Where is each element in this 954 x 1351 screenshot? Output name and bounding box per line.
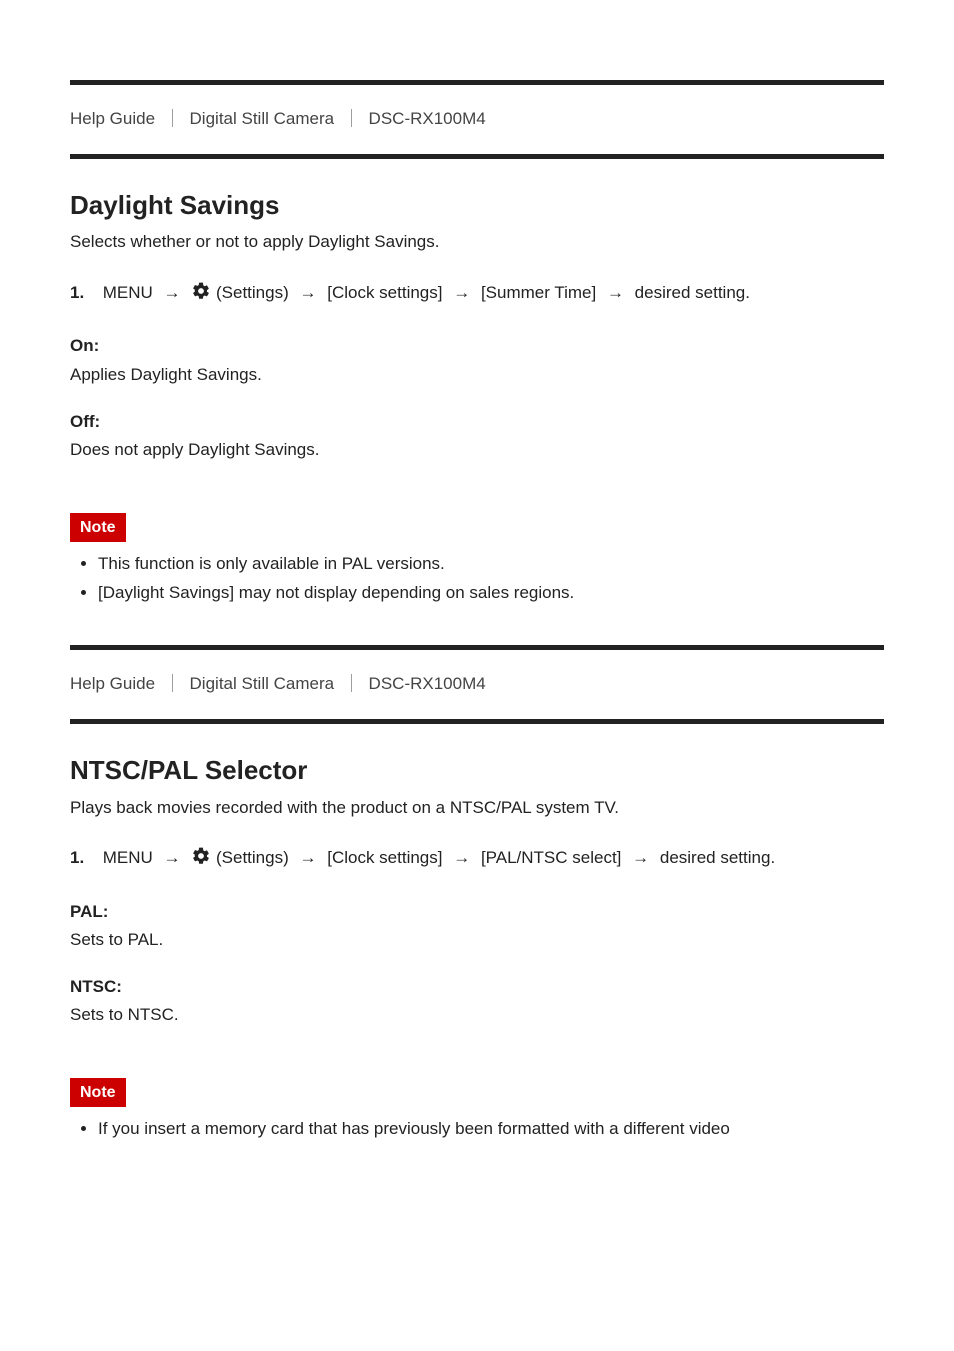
option-body: Applies Daylight Savings. [70,363,884,388]
arrow-icon: → [607,277,624,309]
breadcrumb-item: DSC-RX100M4 [369,674,486,693]
nav-path-item: [Clock settings] [327,848,442,867]
arrow-icon: → [453,277,470,309]
option-label: On: [70,334,884,359]
note-list: If you insert a memory card that has pre… [70,1117,884,1142]
option-label: PAL: [70,900,884,925]
option-label: Off: [70,410,884,435]
nav-tail: desired setting. [660,848,775,867]
note-chip: Note [70,513,126,542]
arrow-icon: → [164,842,181,874]
breadcrumb-item: DSC-RX100M4 [369,109,486,128]
settings-label: (Settings) [216,283,289,302]
note-item: This function is only available in PAL v… [98,552,884,577]
step-number: 1. [70,842,98,874]
section-title: Daylight Savings [70,187,884,225]
breadcrumb-item: Digital Still Camera [190,674,335,693]
section-lead: Plays back movies recorded with the prod… [70,796,884,821]
arrow-icon: → [299,277,316,309]
step-number: 1. [70,277,98,309]
option-body: Does not apply Daylight Savings. [70,438,884,463]
arrow-icon: → [453,842,470,874]
option-label: NTSC: [70,975,884,1000]
breadcrumb: Help Guide Digital Still Camera DSC-RX10… [70,85,884,154]
breadcrumb-separator [172,674,173,692]
settings-label: (Settings) [216,848,289,867]
breadcrumb-separator [172,109,173,127]
breadcrumb-separator [351,109,352,127]
option-detail: NTSC: Sets to NTSC. [70,975,884,1028]
breadcrumb-item: Help Guide [70,674,155,693]
arrow-icon: → [164,277,181,309]
section-rule [70,719,884,724]
note-item: [Daylight Savings] may not display depen… [98,581,884,606]
option-detail: Off: Does not apply Daylight Savings. [70,410,884,463]
gear-icon [191,845,211,877]
breadcrumb: Help Guide Digital Still Camera DSC-RX10… [70,650,884,719]
note-item: If you insert a memory card that has pre… [98,1117,884,1142]
option-body: Sets to NTSC. [70,1003,884,1028]
option-body: Sets to PAL. [70,928,884,953]
menu-label: MENU [103,283,153,302]
menu-label: MENU [103,848,153,867]
nav-tail: desired setting. [635,283,750,302]
section-rule [70,154,884,159]
nav-path-item: [PAL/NTSC select] [481,848,621,867]
arrow-icon: → [632,842,649,874]
option-detail: On: Applies Daylight Savings. [70,334,884,387]
gear-icon [191,280,211,312]
menu-navigation: 1. MENU → (Settings) → [Clock settings] … [70,842,884,877]
breadcrumb-item: Digital Still Camera [190,109,335,128]
nav-path-item: [Summer Time] [481,283,596,302]
nav-path-item: [Clock settings] [327,283,442,302]
section-lead: Selects whether or not to apply Daylight… [70,230,884,255]
breadcrumb-separator [351,674,352,692]
section-title: NTSC/PAL Selector [70,752,884,790]
arrow-icon: → [299,842,316,874]
note-chip: Note [70,1078,126,1107]
breadcrumb-item: Help Guide [70,109,155,128]
option-detail: PAL: Sets to PAL. [70,900,884,953]
note-list: This function is only available in PAL v… [70,552,884,605]
menu-navigation: 1. MENU → (Settings) → [Clock settings] … [70,277,884,312]
